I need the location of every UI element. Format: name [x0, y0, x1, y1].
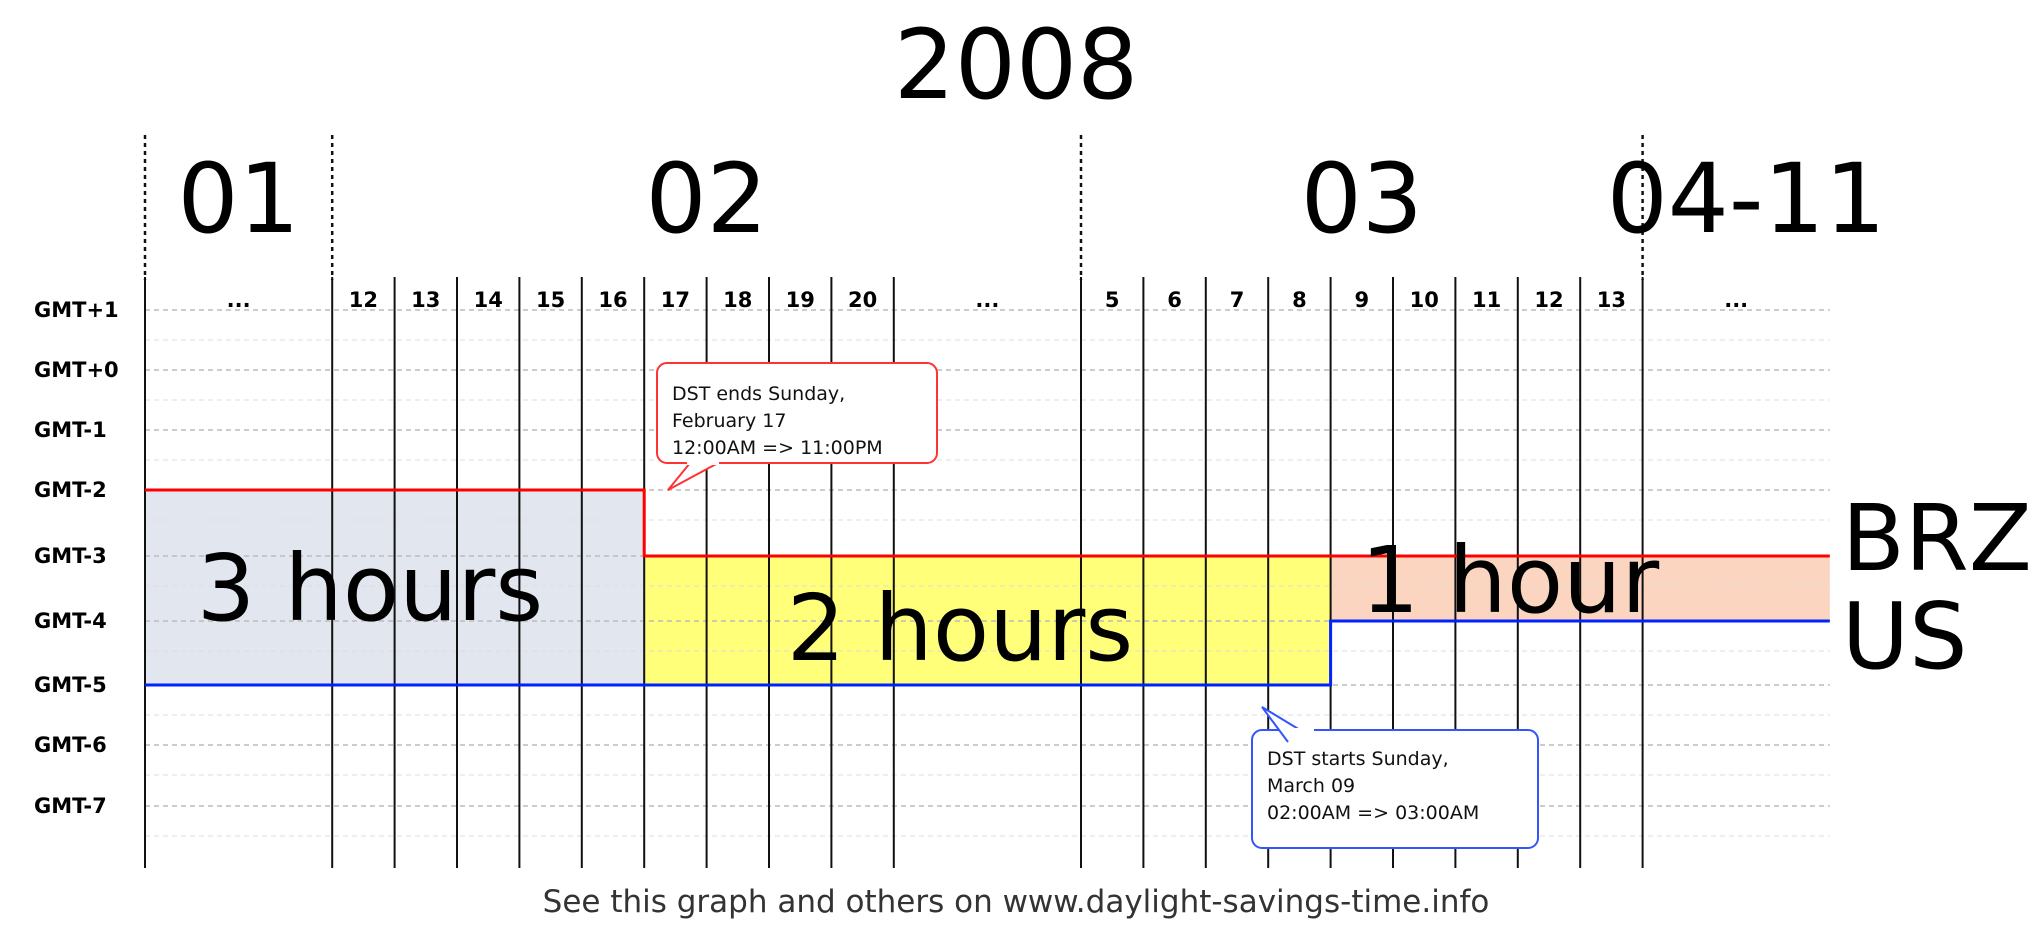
timezone-label: GMT-2	[34, 478, 107, 502]
day-label: 15	[536, 288, 565, 312]
timezone-label: GMT-1	[34, 418, 107, 442]
difference-label: 1 hour	[1361, 527, 1660, 634]
day-label: ...	[227, 288, 251, 312]
month-label: 03	[1301, 143, 1423, 255]
legend-label: BRZ	[1842, 485, 2032, 592]
footer-credit: See this graph and others on www.dayligh…	[542, 884, 1490, 920]
month-label: 01	[178, 143, 300, 255]
timezone-label: GMT-4	[34, 609, 107, 633]
timezone-label: GMT+1	[34, 298, 119, 322]
month-label: 04-11	[1607, 143, 1886, 255]
month-separators	[143, 135, 1644, 280]
day-label: ...	[1724, 288, 1748, 312]
annotation-text: 02:00AM => 03:00AM	[1267, 802, 1479, 824]
annotation-box	[1251, 729, 1539, 849]
series-lines	[145, 488, 1830, 687]
timezone-label: GMT-7	[34, 794, 107, 818]
day-label: 6	[1167, 288, 1182, 312]
day-label: 13	[411, 288, 440, 312]
timezone-gridlines	[145, 309, 1830, 837]
day-label: 10	[1410, 288, 1439, 312]
day-label: 11	[1472, 288, 1501, 312]
day-label: 7	[1230, 288, 1245, 312]
annotation-text: March 09	[1267, 775, 1355, 797]
timezone-label: GMT-5	[34, 673, 107, 697]
annotation-text: 12:00AM => 11:00PM	[672, 437, 883, 459]
day-label: 9	[1354, 288, 1369, 312]
day-label: ...	[975, 288, 999, 312]
day-label: 13	[1597, 288, 1626, 312]
series-line	[145, 619, 1830, 687]
month-label: 02	[646, 143, 768, 255]
day-label: 18	[723, 288, 752, 312]
day-label: 16	[598, 288, 627, 312]
chart-title: 2008	[894, 9, 1138, 121]
legend-label: US	[1842, 583, 1968, 690]
day-label: 19	[786, 288, 815, 312]
annotation-text: February 17	[672, 410, 786, 432]
day-label: 12	[1534, 288, 1563, 312]
timezone-label: GMT-3	[34, 544, 107, 568]
annotation-text: DST starts Sunday,	[1267, 748, 1449, 770]
day-label: 14	[474, 288, 503, 312]
day-label: 8	[1292, 288, 1307, 312]
day-label: 5	[1105, 288, 1120, 312]
annotation-tail	[1261, 706, 1301, 743]
timezone-label: GMT+0	[34, 358, 119, 382]
annotation-box	[656, 362, 938, 464]
chart-text: GMT+1 GMT+0 GMT-1 GMT-2 GMT-3 GMT-4 GMT-5 GMT-6…	[34, 9, 2032, 849]
difference-label: 3 hours	[197, 535, 543, 642]
timezone-label: GMT-6	[34, 733, 107, 757]
series-line	[145, 488, 1830, 558]
day-label: 17	[661, 288, 690, 312]
difference-label: 2 hours	[787, 575, 1133, 682]
day-label: 12	[349, 288, 378, 312]
day-label: 20	[848, 288, 877, 312]
annotation-text: DST ends Sunday,	[672, 383, 845, 405]
annotation-tail	[667, 462, 719, 491]
